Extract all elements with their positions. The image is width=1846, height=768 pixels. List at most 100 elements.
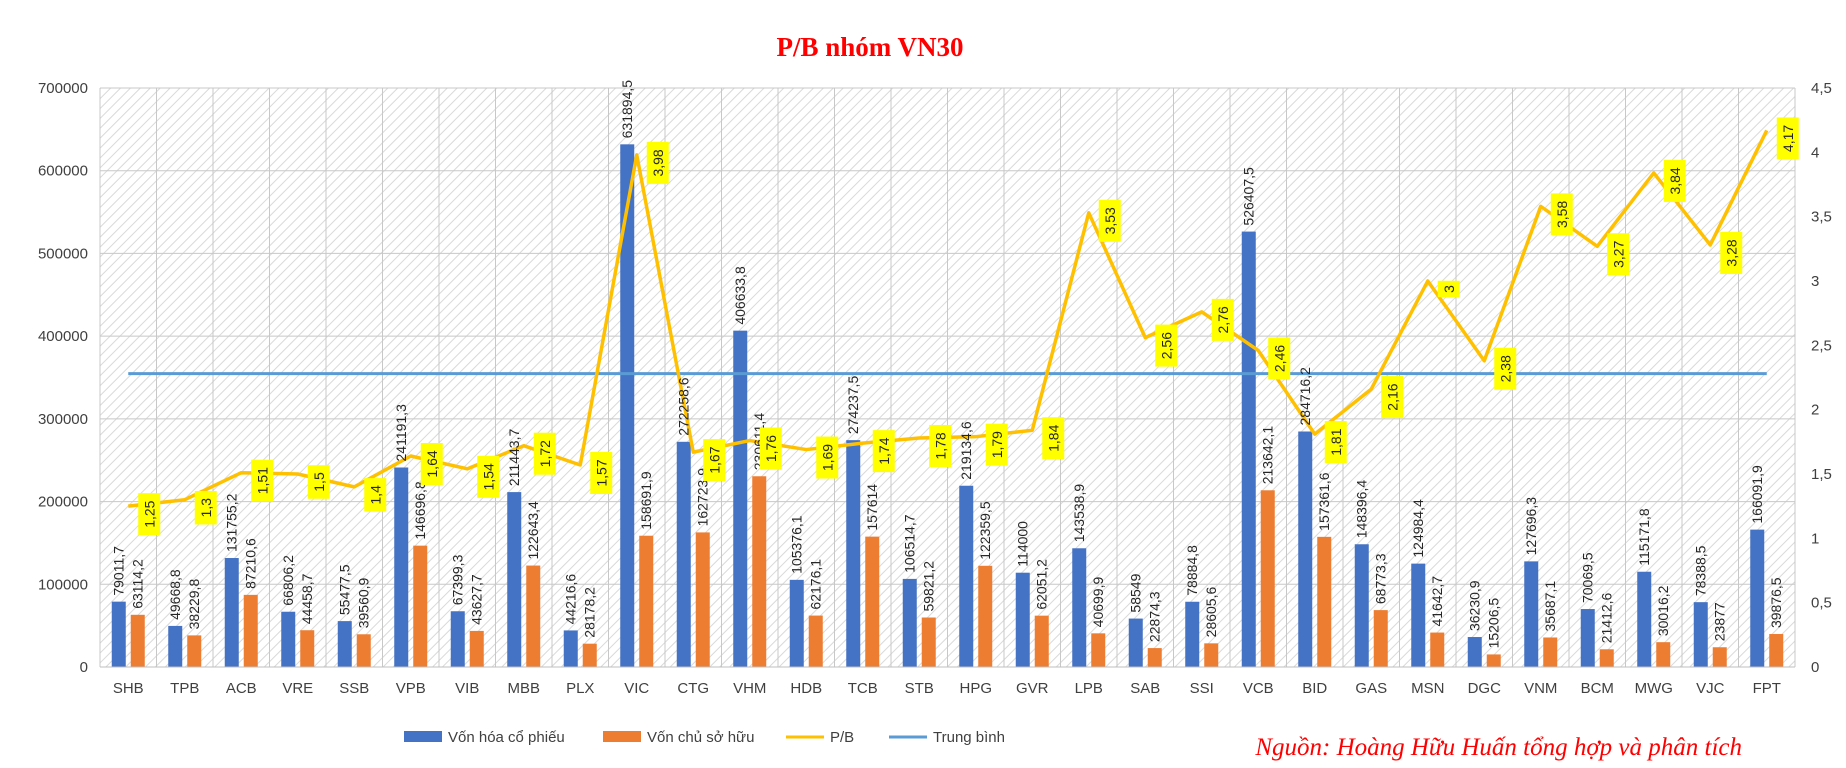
x-category-label: VCB: [1243, 680, 1274, 697]
bar-ssb-market-cap: [337, 621, 352, 667]
pb-label-box: [1437, 280, 1460, 298]
pb-label-text: 1,72: [537, 440, 553, 467]
pb-data-label: 3,98: [646, 141, 669, 184]
data-label-equity: 213642,1: [1260, 426, 1276, 485]
pb-label-box: [816, 436, 839, 479]
x-category-label: GVR: [1016, 680, 1049, 697]
axis-layer: 0 100000 200000 300000 400000 500000 600000 700…: [38, 80, 1832, 697]
data-label-market-cap: 148396,4: [1354, 480, 1370, 539]
y-right-tick-label: 3: [1811, 273, 1819, 290]
bar-layer: [111, 144, 1784, 667]
pb-label-text: 4,17: [1780, 125, 1796, 152]
bar-vib-equity: [469, 630, 484, 667]
pb-label-text: 2,56: [1158, 332, 1174, 359]
y-left-tick-label: 300000: [38, 411, 88, 428]
bar-vnm-market-cap: [1524, 561, 1539, 667]
bar-mbb-market-cap: [507, 492, 522, 667]
legend-swatch: [603, 731, 641, 742]
data-label-equity: 162723,9: [695, 468, 711, 527]
pb-label-box: [533, 432, 556, 475]
data-label-equity: 30016,2: [1655, 585, 1671, 636]
pb-data-label: 1,74: [872, 430, 895, 473]
y-right-tick-label: 1,5: [1811, 466, 1832, 483]
pb-label-text: 3,28: [1723, 239, 1739, 266]
data-label-market-cap: 219134,6: [958, 421, 974, 480]
pb-label-text: 1,78: [932, 432, 948, 459]
x-category-label: LPB: [1075, 680, 1103, 697]
bar-stb-market-cap: [902, 578, 917, 667]
data-label-market-cap: 124984,4: [1410, 499, 1426, 558]
pb-label-text: 1,81: [1328, 428, 1344, 455]
pb-label-box: [590, 451, 613, 494]
pb-label-text: 2,46: [1271, 345, 1287, 372]
bar-acb-equity: [243, 594, 258, 667]
data-label-equity: 68773,3: [1373, 553, 1389, 604]
y-right-tick-label: 1: [1811, 530, 1819, 547]
x-category-label: SAB: [1130, 680, 1160, 697]
x-category-label: GAS: [1355, 680, 1387, 697]
y-left-tick-label: 700000: [38, 80, 88, 97]
data-label-equity: 43627,7: [469, 574, 485, 625]
x-category-label: DGC: [1468, 680, 1502, 697]
pb-data-label: 1,5: [307, 465, 330, 499]
bar-ssb-equity: [356, 634, 371, 667]
bar-vnm-equity: [1543, 637, 1558, 667]
bar-lpb-equity: [1091, 633, 1106, 667]
pb-label-box: [759, 427, 782, 470]
pb-label-text: 1,54: [480, 463, 496, 490]
bar-bcm-equity: [1599, 649, 1614, 667]
bar-gas-market-cap: [1354, 544, 1369, 667]
pb-data-label: 1,69: [816, 436, 839, 479]
pb-data-label: 3,28: [1720, 231, 1743, 274]
bar-vre-market-cap: [281, 611, 296, 667]
pb-label-text: 1,25: [141, 500, 157, 527]
data-label-equity: 40699,9: [1090, 577, 1106, 628]
x-category-label: FPT: [1753, 680, 1781, 697]
data-label-market-cap: 631894,5: [619, 80, 635, 139]
pb-label-box: [420, 442, 443, 485]
legend-swatch: [404, 731, 442, 742]
data-label-market-cap: 106514,7: [902, 514, 918, 573]
pb-data-label: 1,3: [194, 490, 217, 525]
pb-label-box: [1268, 337, 1291, 380]
pb-data-label: 2,76: [1211, 298, 1234, 341]
x-category-label: VNM: [1524, 680, 1557, 697]
y-left-tick-label: 400000: [38, 328, 88, 345]
pb-label-box: [138, 493, 161, 536]
pb-label-box: [1324, 421, 1347, 464]
pb-label-text: 1,84: [1045, 424, 1061, 451]
data-label-equity: 28605,6: [1203, 587, 1219, 638]
data-label-market-cap: 78884,8: [1184, 545, 1200, 596]
pb-data-label: 3,84: [1663, 159, 1686, 202]
pb-label-box: [646, 141, 669, 184]
data-label-market-cap: 79011,7: [111, 546, 127, 596]
data-label-equity: 44458,7: [299, 573, 315, 624]
pb-label-box: [1663, 159, 1686, 202]
bar-tcb-equity: [865, 536, 880, 667]
y-right-tick-label: 4,5: [1811, 80, 1832, 97]
x-category-label: CTG: [677, 680, 709, 697]
bar-vpb-market-cap: [394, 467, 409, 667]
data-label-equity: 122359,5: [977, 501, 993, 560]
data-label-market-cap: 66806,2: [280, 555, 296, 606]
bar-vic-market-cap: [620, 144, 635, 667]
data-label-equity: 22874,3: [1147, 591, 1163, 642]
data-label-equity: 23877: [1712, 602, 1728, 641]
data-label-market-cap: 284716,2: [1297, 367, 1313, 426]
data-label-market-cap: 58549: [1128, 573, 1144, 612]
bar-ctg-market-cap: [676, 441, 691, 667]
label-layer: 79011,7 63114,2 49668,8 38229,8 131755,28721…: [111, 80, 1799, 649]
pb-label-box: [1494, 347, 1517, 390]
x-category-label: MWG: [1635, 680, 1673, 697]
y-left-tick-label: 200000: [38, 494, 88, 511]
x-category-label: MSN: [1411, 680, 1444, 697]
x-category-label: VIB: [455, 680, 479, 697]
pb-label-text: 1,76: [763, 435, 779, 462]
data-label-equity: 28178,2: [582, 587, 598, 638]
pb-label-box: [1550, 193, 1573, 236]
y-right-tick-label: 2,5: [1811, 337, 1832, 354]
bar-tpb-market-cap: [168, 625, 183, 667]
pb-data-label: 1,64: [420, 442, 443, 485]
data-label-equity: 15206,5: [1486, 598, 1502, 649]
